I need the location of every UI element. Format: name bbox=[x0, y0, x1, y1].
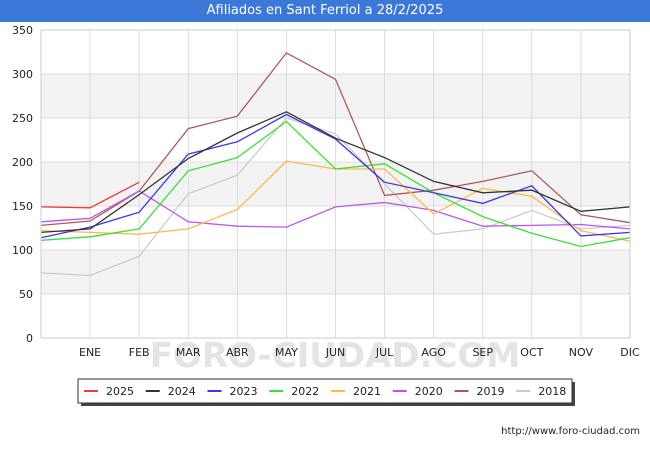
y-tick-label: 350 bbox=[12, 24, 33, 37]
source-footer: http://www.foro-ciudad.com bbox=[501, 426, 640, 437]
legend: 2025 2024 2023 2022 2021 2020 2019 2018 bbox=[77, 378, 575, 406]
x-tick-label: MAR bbox=[176, 346, 201, 359]
y-tick-label: 0 bbox=[26, 332, 33, 345]
x-tick-label: AGO bbox=[421, 346, 446, 359]
y-tick-label: 250 bbox=[12, 112, 33, 125]
x-tick-label: FEB bbox=[129, 346, 150, 359]
x-tick-labels: ENE FEB MAR ABR MAY JUN JUL AGO SEP OCT NOV DIC bbox=[79, 346, 640, 359]
x-tick-label: SEP bbox=[472, 346, 493, 359]
series-line-2022 bbox=[40, 120, 631, 248]
legend-box bbox=[77, 378, 573, 404]
y-tick-label: 50 bbox=[19, 288, 33, 301]
x-tick-label: DIC bbox=[620, 346, 640, 359]
x-tick-label: MAY bbox=[275, 346, 298, 359]
y-tick-labels: 0 50 100 150 200 250 300 350 bbox=[12, 24, 33, 345]
y-tick-label: 150 bbox=[12, 200, 33, 213]
chart-title: Afiliados en Sant Ferriol a 28/2/2025 bbox=[0, 0, 650, 22]
legend-label-2024: 2024 bbox=[168, 385, 196, 398]
legend-label-2023: 2023 bbox=[230, 385, 258, 398]
watermark: FORO-CIUDAD.COM bbox=[150, 336, 521, 376]
x-tick-label: OCT bbox=[520, 346, 543, 359]
legend-label-2021: 2021 bbox=[353, 385, 381, 398]
x-tick-label: NOV bbox=[569, 346, 594, 359]
y-tick-label: 300 bbox=[12, 68, 33, 81]
x-tick-label: JUL bbox=[375, 346, 394, 359]
series-line-2018 bbox=[40, 117, 631, 277]
x-tick-label: JUN bbox=[325, 346, 346, 359]
series-line-2023 bbox=[40, 113, 631, 239]
legend-label-2020: 2020 bbox=[415, 385, 443, 398]
x-tick-label: ABR bbox=[226, 346, 249, 359]
x-tick-label: ENE bbox=[79, 346, 101, 359]
legend-label-2018: 2018 bbox=[538, 385, 566, 398]
plot-frame bbox=[40, 29, 631, 339]
series-line-2020 bbox=[40, 190, 631, 230]
axes bbox=[40, 29, 631, 339]
series-line-2025 bbox=[40, 181, 140, 209]
series-line-2024 bbox=[40, 111, 631, 234]
y-tick-label: 100 bbox=[12, 244, 33, 257]
legend-label-2019: 2019 bbox=[477, 385, 505, 398]
y-tick-label: 200 bbox=[12, 156, 33, 169]
series-lines bbox=[40, 52, 631, 277]
legend-label-2022: 2022 bbox=[291, 385, 319, 398]
legend-label-2025: 2025 bbox=[106, 385, 134, 398]
